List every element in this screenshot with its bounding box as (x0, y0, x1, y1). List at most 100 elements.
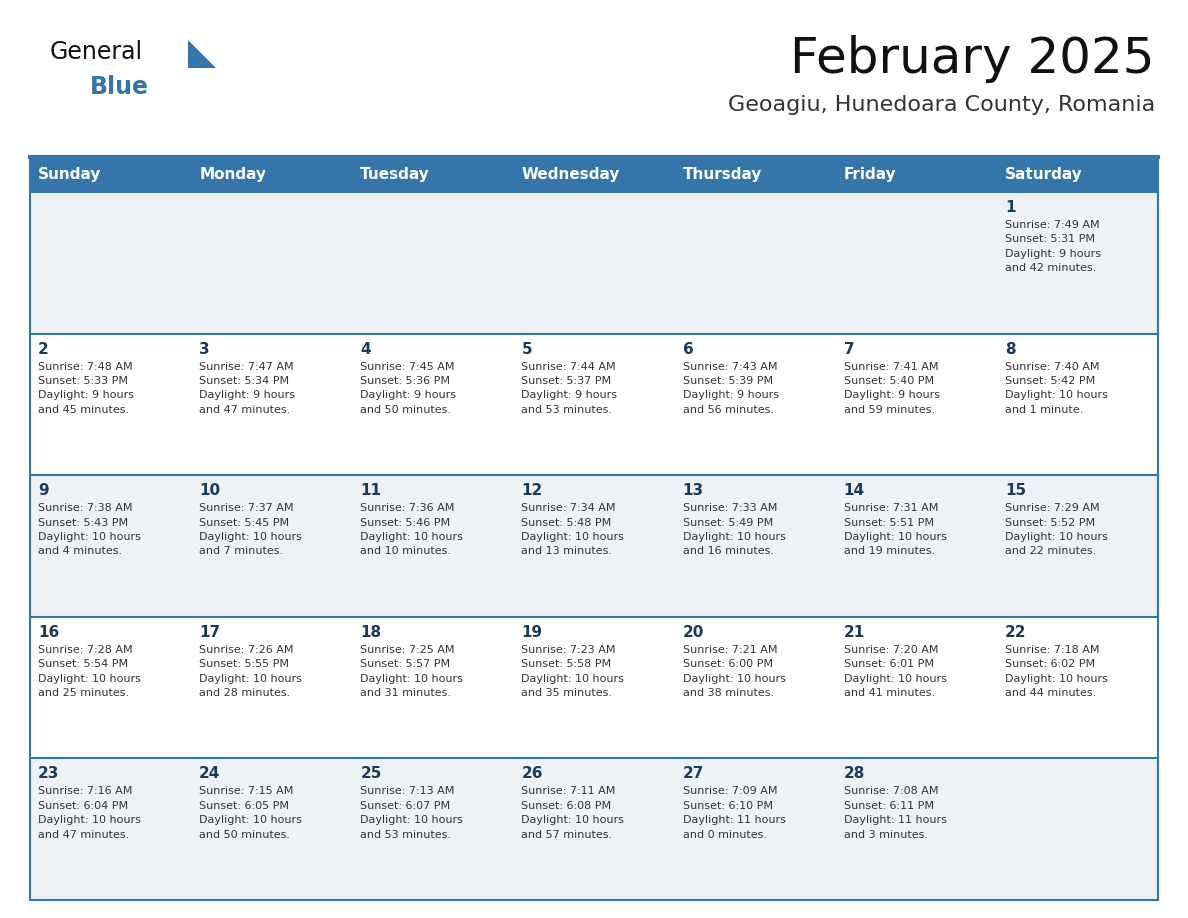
Text: Sunrise: 7:20 AM
Sunset: 6:01 PM
Daylight: 10 hours
and 41 minutes.: Sunrise: 7:20 AM Sunset: 6:01 PM Dayligh… (843, 644, 947, 698)
Text: 4: 4 (360, 341, 371, 356)
Bar (513, 192, 675, 333)
Text: Sunrise: 7:41 AM
Sunset: 5:40 PM
Daylight: 9 hours
and 59 minutes.: Sunrise: 7:41 AM Sunset: 5:40 PM Dayligh… (843, 362, 940, 415)
Text: Sunrise: 7:47 AM
Sunset: 5:34 PM
Daylight: 9 hours
and 47 minutes.: Sunrise: 7:47 AM Sunset: 5:34 PM Dayligh… (200, 362, 295, 415)
Bar (835, 157, 997, 192)
Text: 6: 6 (683, 341, 694, 356)
Text: 24: 24 (200, 767, 221, 781)
Bar (513, 333, 675, 476)
Bar (675, 617, 835, 758)
Text: 23: 23 (38, 767, 59, 781)
Bar (835, 476, 997, 617)
Text: Sunrise: 7:31 AM
Sunset: 5:51 PM
Daylight: 10 hours
and 19 minutes.: Sunrise: 7:31 AM Sunset: 5:51 PM Dayligh… (843, 503, 947, 556)
Text: Monday: Monday (200, 167, 266, 182)
Text: 19: 19 (522, 625, 543, 640)
Bar (353, 157, 513, 192)
Text: Blue: Blue (90, 75, 148, 99)
Text: 28: 28 (843, 767, 865, 781)
Bar (353, 192, 513, 333)
Text: 18: 18 (360, 625, 381, 640)
Text: 22: 22 (1005, 625, 1026, 640)
Bar (191, 157, 353, 192)
Bar (835, 758, 997, 900)
Bar (997, 476, 1158, 617)
Bar (835, 333, 997, 476)
Text: 13: 13 (683, 483, 703, 498)
Bar (30, 476, 191, 617)
Bar (997, 333, 1158, 476)
Bar (353, 476, 513, 617)
Text: Sunrise: 7:26 AM
Sunset: 5:55 PM
Daylight: 10 hours
and 28 minutes.: Sunrise: 7:26 AM Sunset: 5:55 PM Dayligh… (200, 644, 302, 698)
Text: Sunrise: 7:34 AM
Sunset: 5:48 PM
Daylight: 10 hours
and 13 minutes.: Sunrise: 7:34 AM Sunset: 5:48 PM Dayligh… (522, 503, 625, 556)
Text: Sunrise: 7:21 AM
Sunset: 6:00 PM
Daylight: 10 hours
and 38 minutes.: Sunrise: 7:21 AM Sunset: 6:00 PM Dayligh… (683, 644, 785, 698)
Bar (835, 617, 997, 758)
Bar (30, 157, 191, 192)
Bar (675, 192, 835, 333)
Text: 1: 1 (1005, 200, 1016, 215)
Text: 20: 20 (683, 625, 704, 640)
Bar (997, 617, 1158, 758)
Text: Sunrise: 7:33 AM
Sunset: 5:49 PM
Daylight: 10 hours
and 16 minutes.: Sunrise: 7:33 AM Sunset: 5:49 PM Dayligh… (683, 503, 785, 556)
Text: General: General (50, 40, 143, 64)
Bar (997, 758, 1158, 900)
Bar (513, 157, 675, 192)
Text: 27: 27 (683, 767, 704, 781)
Text: Sunday: Sunday (38, 167, 101, 182)
Bar (353, 617, 513, 758)
Bar (997, 192, 1158, 333)
Text: Sunrise: 7:36 AM
Sunset: 5:46 PM
Daylight: 10 hours
and 10 minutes.: Sunrise: 7:36 AM Sunset: 5:46 PM Dayligh… (360, 503, 463, 556)
Text: 16: 16 (38, 625, 59, 640)
Bar (30, 333, 191, 476)
Text: Sunrise: 7:16 AM
Sunset: 6:04 PM
Daylight: 10 hours
and 47 minutes.: Sunrise: 7:16 AM Sunset: 6:04 PM Dayligh… (38, 787, 141, 840)
Text: 21: 21 (843, 625, 865, 640)
Bar (30, 758, 191, 900)
Bar (191, 758, 353, 900)
Bar (191, 476, 353, 617)
Text: Friday: Friday (843, 167, 896, 182)
Bar (835, 192, 997, 333)
Text: Sunrise: 7:25 AM
Sunset: 5:57 PM
Daylight: 10 hours
and 31 minutes.: Sunrise: 7:25 AM Sunset: 5:57 PM Dayligh… (360, 644, 463, 698)
Text: Sunrise: 7:18 AM
Sunset: 6:02 PM
Daylight: 10 hours
and 44 minutes.: Sunrise: 7:18 AM Sunset: 6:02 PM Dayligh… (1005, 644, 1107, 698)
Text: Sunrise: 7:09 AM
Sunset: 6:10 PM
Daylight: 11 hours
and 0 minutes.: Sunrise: 7:09 AM Sunset: 6:10 PM Dayligh… (683, 787, 785, 840)
Text: Wednesday: Wednesday (522, 167, 620, 182)
Text: 12: 12 (522, 483, 543, 498)
Text: 2: 2 (38, 341, 49, 356)
Polygon shape (188, 40, 216, 68)
Text: 10: 10 (200, 483, 220, 498)
Text: Sunrise: 7:48 AM
Sunset: 5:33 PM
Daylight: 9 hours
and 45 minutes.: Sunrise: 7:48 AM Sunset: 5:33 PM Dayligh… (38, 362, 134, 415)
Text: Sunrise: 7:49 AM
Sunset: 5:31 PM
Daylight: 9 hours
and 42 minutes.: Sunrise: 7:49 AM Sunset: 5:31 PM Dayligh… (1005, 220, 1101, 274)
Text: Sunrise: 7:40 AM
Sunset: 5:42 PM
Daylight: 10 hours
and 1 minute.: Sunrise: 7:40 AM Sunset: 5:42 PM Dayligh… (1005, 362, 1107, 415)
Text: 7: 7 (843, 341, 854, 356)
Text: 26: 26 (522, 767, 543, 781)
Text: Sunrise: 7:37 AM
Sunset: 5:45 PM
Daylight: 10 hours
and 7 minutes.: Sunrise: 7:37 AM Sunset: 5:45 PM Dayligh… (200, 503, 302, 556)
Text: Sunrise: 7:08 AM
Sunset: 6:11 PM
Daylight: 11 hours
and 3 minutes.: Sunrise: 7:08 AM Sunset: 6:11 PM Dayligh… (843, 787, 947, 840)
Text: 15: 15 (1005, 483, 1026, 498)
Bar (675, 333, 835, 476)
Bar (191, 617, 353, 758)
Text: 14: 14 (843, 483, 865, 498)
Text: Sunrise: 7:44 AM
Sunset: 5:37 PM
Daylight: 9 hours
and 53 minutes.: Sunrise: 7:44 AM Sunset: 5:37 PM Dayligh… (522, 362, 618, 415)
Bar (513, 617, 675, 758)
Bar (675, 157, 835, 192)
Text: 3: 3 (200, 341, 210, 356)
Text: Sunrise: 7:38 AM
Sunset: 5:43 PM
Daylight: 10 hours
and 4 minutes.: Sunrise: 7:38 AM Sunset: 5:43 PM Dayligh… (38, 503, 141, 556)
Bar (353, 758, 513, 900)
Text: Tuesday: Tuesday (360, 167, 430, 182)
Bar (675, 476, 835, 617)
Text: Saturday: Saturday (1005, 167, 1082, 182)
Bar (675, 758, 835, 900)
Text: February 2025: February 2025 (790, 35, 1155, 83)
Text: Sunrise: 7:15 AM
Sunset: 6:05 PM
Daylight: 10 hours
and 50 minutes.: Sunrise: 7:15 AM Sunset: 6:05 PM Dayligh… (200, 787, 302, 840)
Text: 5: 5 (522, 341, 532, 356)
Text: Sunrise: 7:13 AM
Sunset: 6:07 PM
Daylight: 10 hours
and 53 minutes.: Sunrise: 7:13 AM Sunset: 6:07 PM Dayligh… (360, 787, 463, 840)
Text: Sunrise: 7:43 AM
Sunset: 5:39 PM
Daylight: 9 hours
and 56 minutes.: Sunrise: 7:43 AM Sunset: 5:39 PM Dayligh… (683, 362, 778, 415)
Text: Sunrise: 7:45 AM
Sunset: 5:36 PM
Daylight: 9 hours
and 50 minutes.: Sunrise: 7:45 AM Sunset: 5:36 PM Dayligh… (360, 362, 456, 415)
Bar (191, 333, 353, 476)
Bar (30, 192, 191, 333)
Text: Sunrise: 7:28 AM
Sunset: 5:54 PM
Daylight: 10 hours
and 25 minutes.: Sunrise: 7:28 AM Sunset: 5:54 PM Dayligh… (38, 644, 141, 698)
Text: Thursday: Thursday (683, 167, 762, 182)
Text: Geoagiu, Hunedoara County, Romania: Geoagiu, Hunedoara County, Romania (728, 95, 1155, 115)
Text: 8: 8 (1005, 341, 1016, 356)
Bar (30, 617, 191, 758)
Text: 25: 25 (360, 767, 381, 781)
Bar (513, 476, 675, 617)
